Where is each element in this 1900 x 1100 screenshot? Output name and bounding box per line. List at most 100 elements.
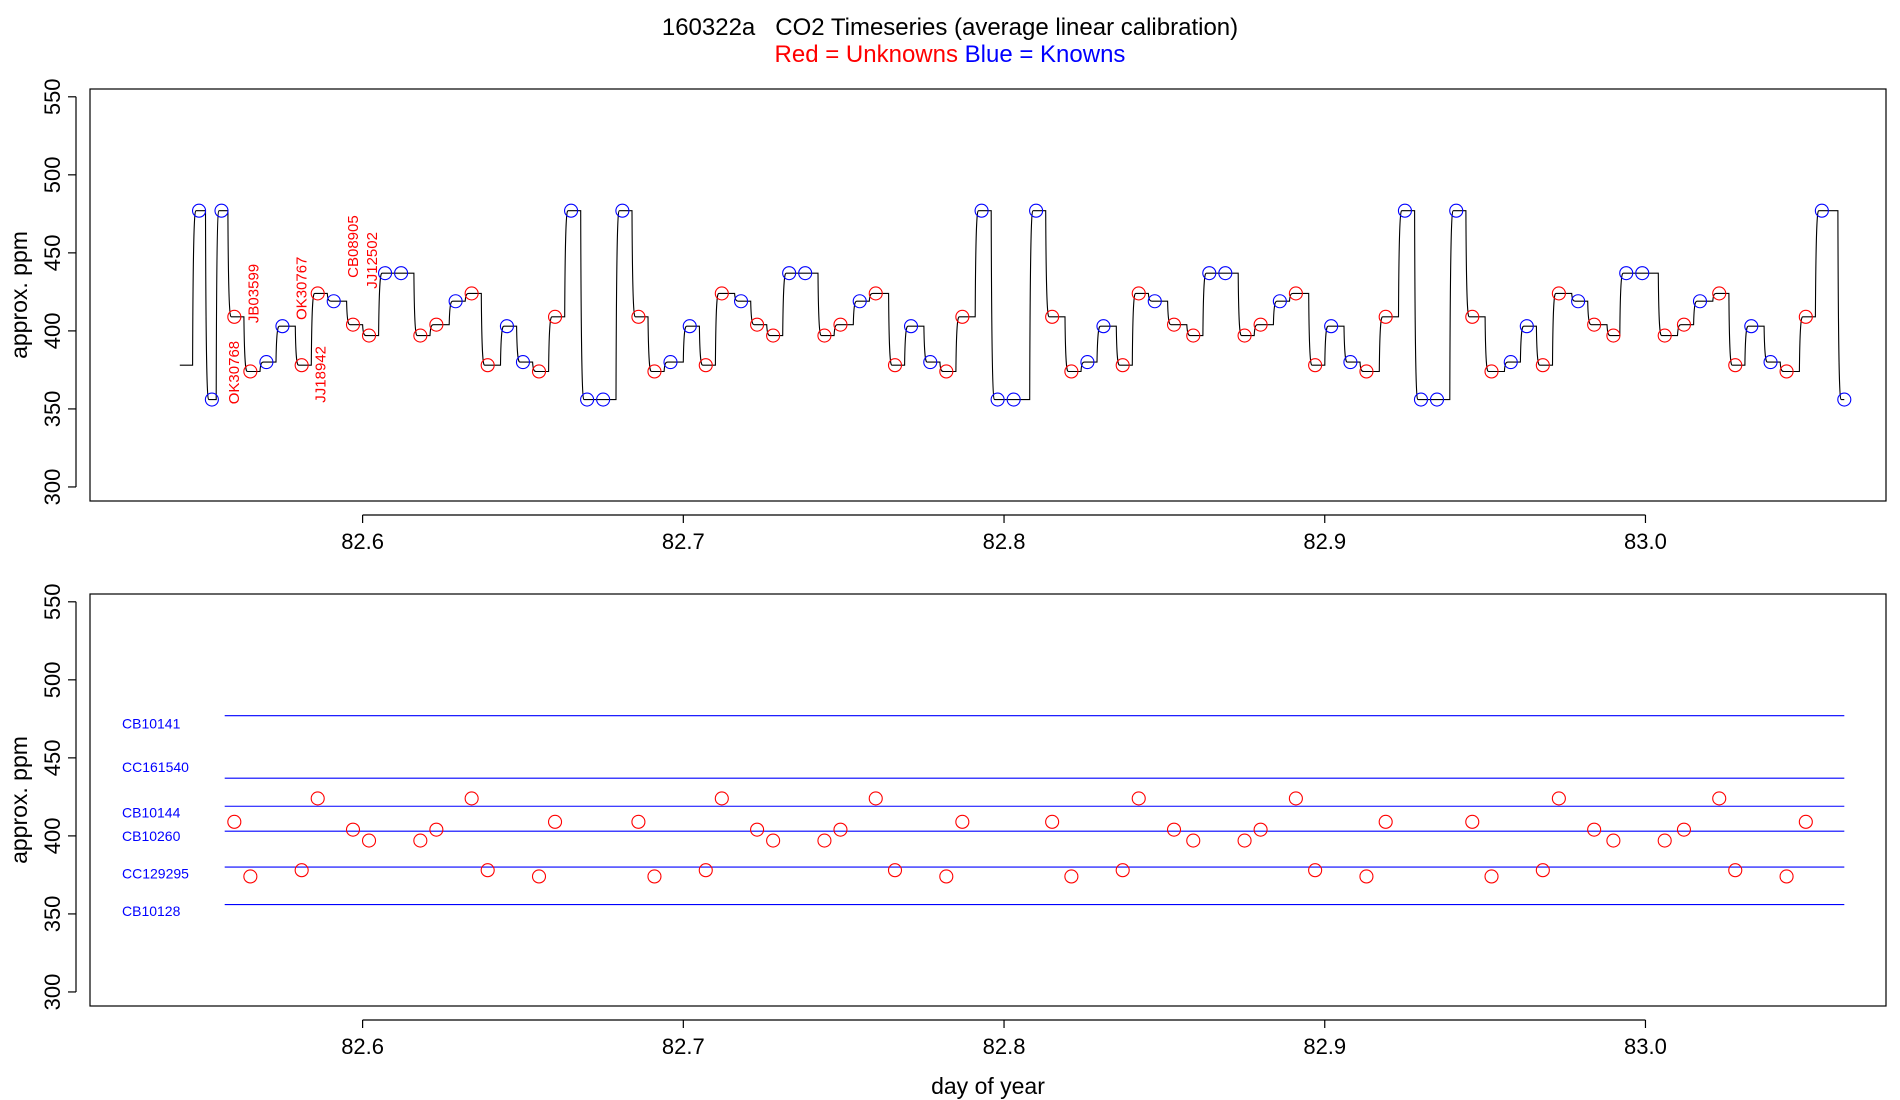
bottom-unknown-point bbox=[1253, 822, 1268, 837]
top-unknown-point bbox=[1064, 364, 1079, 379]
chart-title: 160322a CO2 Timeseries (average linear c… bbox=[661, 14, 1239, 41]
top-unknown-point bbox=[1288, 286, 1303, 301]
bottom-y-tick-label: 500 bbox=[40, 661, 65, 698]
top-unknown-point bbox=[464, 286, 479, 301]
bottom-x-tick-label: 82.9 bbox=[1303, 1034, 1346, 1059]
bottom-unknown-point bbox=[714, 791, 729, 806]
top-known-point bbox=[1080, 355, 1095, 370]
top-known-point bbox=[1397, 203, 1412, 218]
top-known-point bbox=[1202, 266, 1217, 281]
top-unknown-point bbox=[750, 317, 765, 332]
bottom-unknown-point bbox=[413, 833, 428, 848]
top-known-point bbox=[1619, 266, 1634, 281]
top-unknown-point bbox=[1115, 358, 1130, 373]
top-sample-annotation: JB03599 bbox=[245, 264, 262, 323]
bottom-unknown-point bbox=[868, 791, 883, 806]
top-unknown-point bbox=[1186, 328, 1201, 343]
top-x-tick-label: 83.0 bbox=[1624, 529, 1667, 554]
top-unknown-point bbox=[413, 328, 428, 343]
top-known-point bbox=[499, 319, 514, 334]
top-known-point bbox=[852, 294, 867, 309]
top-unknown-point bbox=[955, 309, 970, 324]
top-y-axis-label: approx. ppm bbox=[6, 231, 32, 359]
top-known-point bbox=[682, 319, 697, 334]
top-known-point bbox=[1571, 294, 1586, 309]
top-unknown-point bbox=[1728, 358, 1743, 373]
top-known-point bbox=[1449, 203, 1464, 218]
bottom-unknown-point bbox=[1657, 833, 1672, 848]
bottom-y-tick-label: 300 bbox=[40, 974, 65, 1011]
top-known-point bbox=[798, 266, 813, 281]
bottom-unknown-point bbox=[698, 863, 713, 878]
top-known-point bbox=[974, 203, 989, 218]
top-known-point bbox=[394, 266, 409, 281]
bottom-unknown-point bbox=[429, 822, 444, 837]
bottom-x-axis-label: day of year bbox=[931, 1073, 1045, 1099]
bottom-unknown-point bbox=[1676, 822, 1691, 837]
bottom-reference-label: CB10128 bbox=[122, 903, 181, 919]
top-unknown-point bbox=[294, 358, 309, 373]
top-unknown-point bbox=[1237, 328, 1252, 343]
top-unknown-point bbox=[1359, 364, 1374, 379]
top-x-tick-label: 82.6 bbox=[341, 529, 384, 554]
top-sample-annotation: JJ12502 bbox=[364, 232, 381, 289]
top-unknown-point bbox=[939, 364, 954, 379]
top-known-point bbox=[1635, 266, 1650, 281]
top-known-point bbox=[191, 203, 207, 218]
top-unknown-point bbox=[531, 364, 547, 379]
top-unknown-point bbox=[887, 358, 903, 373]
bottom-reference-label: CC161540 bbox=[122, 759, 189, 775]
bottom-unknown-point bbox=[750, 822, 765, 837]
top-unknown-point bbox=[227, 309, 242, 324]
bottom-reference-label: CB10141 bbox=[122, 716, 181, 732]
bottom-y-tick-label: 550 bbox=[40, 583, 65, 620]
bottom-unknown-point bbox=[1587, 822, 1602, 837]
top-panel: 300 350 400 450 500 550 approx. ppm 82.6 82.7 82.… bbox=[6, 78, 1887, 554]
top-known-point bbox=[1503, 355, 1518, 370]
top-x-tick-label: 82.7 bbox=[662, 529, 705, 554]
top-known-point bbox=[1272, 294, 1287, 309]
top-unknown-point bbox=[1378, 309, 1393, 324]
bottom-x-tick-label: 83.0 bbox=[1624, 1034, 1667, 1059]
top-sample-annotation: OK30767 bbox=[293, 257, 310, 320]
subtitle-knowns: Blue = Knowns bbox=[964, 41, 1126, 68]
top-known-point bbox=[326, 294, 341, 309]
bottom-unknown-point bbox=[1166, 822, 1182, 837]
top-known-point bbox=[1006, 392, 1021, 407]
top-x-tick-label: 82.8 bbox=[983, 529, 1026, 554]
top-x-tick-label: 82.9 bbox=[1303, 529, 1346, 554]
bottom-unknown-point bbox=[1798, 814, 1813, 829]
top-unknown-point bbox=[1779, 364, 1794, 379]
bottom-plot-frame bbox=[89, 593, 1887, 1007]
top-unknown-point bbox=[1131, 286, 1146, 301]
top-unknown-point bbox=[361, 328, 377, 343]
top-known-point bbox=[1147, 294, 1162, 309]
top-known-point bbox=[259, 355, 274, 370]
top-known-point bbox=[782, 266, 797, 281]
bottom-unknown-point bbox=[243, 869, 258, 884]
top-y-tick-label: 500 bbox=[40, 156, 65, 193]
bottom-x-tick-label: 82.8 bbox=[983, 1034, 1026, 1059]
bottom-unknown-point bbox=[361, 833, 377, 848]
top-plot-frame bbox=[89, 88, 1887, 502]
top-unknown-point bbox=[1587, 317, 1602, 332]
top-unknown-point bbox=[1535, 358, 1550, 373]
top-unknown-point bbox=[1484, 364, 1499, 379]
bottom-unknown-point bbox=[1551, 791, 1566, 806]
bottom-y-axis-label: approx. ppm bbox=[6, 736, 32, 864]
bottom-unknown-point bbox=[345, 822, 361, 837]
bottom-unknown-point bbox=[1728, 863, 1743, 878]
top-unknown-point bbox=[345, 317, 361, 332]
chart-subtitle: Red = Unknowns Blue = Knowns bbox=[0, 41, 1900, 69]
top-known-point bbox=[378, 266, 393, 281]
top-known-point bbox=[275, 319, 290, 334]
bottom-unknown-point bbox=[939, 869, 954, 884]
bottom-unknown-point bbox=[1606, 833, 1621, 848]
top-known-point bbox=[448, 294, 463, 309]
top-unknown-point bbox=[1657, 328, 1672, 343]
top-known-point bbox=[1744, 319, 1759, 334]
bottom-unknown-point bbox=[1045, 814, 1060, 829]
top-sample-annotation: OK30768 bbox=[226, 341, 243, 404]
bottom-unknown-point bbox=[531, 869, 547, 884]
bottom-unknown-point bbox=[1288, 791, 1303, 806]
